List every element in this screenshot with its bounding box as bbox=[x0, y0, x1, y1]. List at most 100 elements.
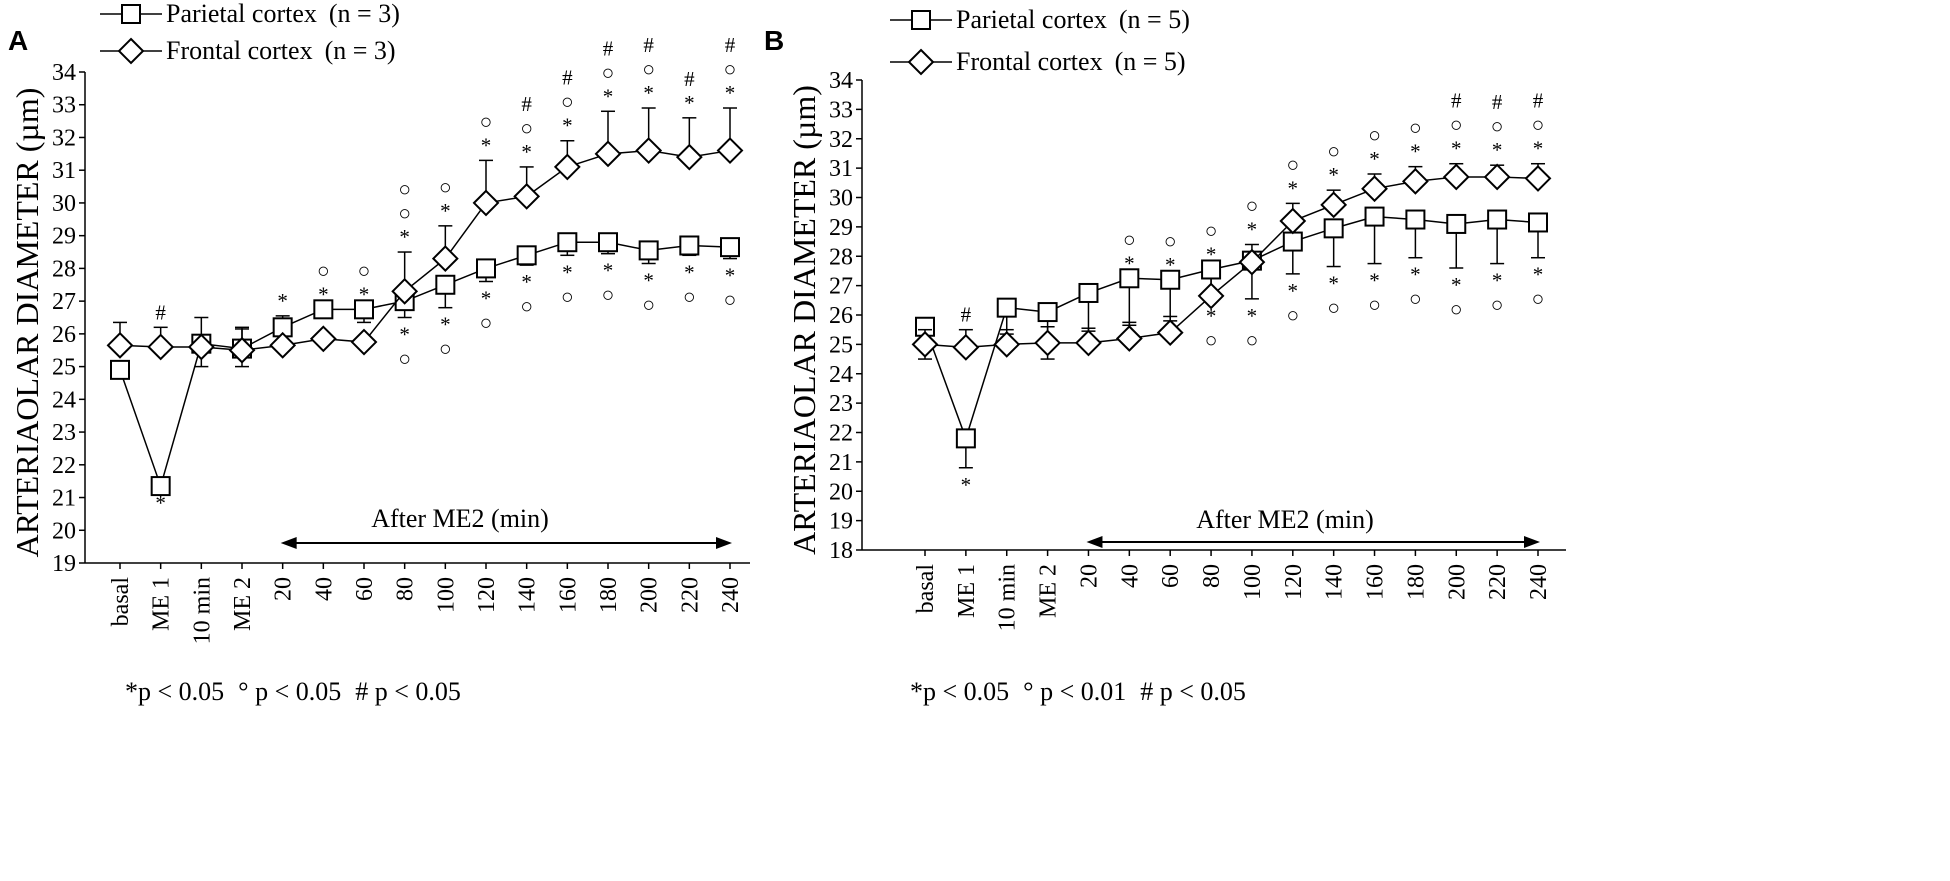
significance-mark: * bbox=[1328, 163, 1339, 187]
significance-mark: * bbox=[1492, 269, 1503, 293]
significance-below: *○ bbox=[561, 260, 574, 308]
significance-mark: ○ bbox=[1164, 229, 1177, 253]
significance-mark: ○ bbox=[724, 57, 737, 81]
data-point-square bbox=[110, 359, 130, 380]
y-tick-label: 20 bbox=[52, 518, 76, 544]
significance-mark: * bbox=[481, 133, 492, 157]
significance-mark: * bbox=[399, 225, 410, 249]
significance-mark: ○ bbox=[1327, 296, 1340, 320]
significance-above: ○* bbox=[1327, 139, 1340, 187]
x-tick-label: basal bbox=[913, 564, 939, 614]
x-tick-label: 20 bbox=[271, 577, 297, 601]
y-tick-label: 26 bbox=[829, 303, 853, 329]
data-point-diamond bbox=[1320, 191, 1348, 219]
data-point-diamond bbox=[1442, 163, 1470, 191]
significance-mark: * bbox=[1206, 304, 1217, 328]
significance-mark: ○ bbox=[602, 283, 615, 307]
significance-mark: * bbox=[1410, 263, 1421, 287]
y-tick-label: 20 bbox=[829, 479, 853, 505]
significance-mark: * bbox=[277, 289, 288, 313]
data-point-diamond bbox=[350, 328, 378, 356]
significance-mark: ○ bbox=[1327, 139, 1340, 163]
significance-mark: * bbox=[359, 282, 370, 306]
significance-mark: ○ bbox=[561, 90, 574, 114]
data-point-square bbox=[1364, 206, 1385, 227]
significance-mark: # bbox=[155, 300, 166, 324]
significance-above: ○* bbox=[1368, 123, 1381, 171]
significance-above: ○* bbox=[1246, 194, 1259, 242]
significance-mark: * bbox=[1124, 251, 1135, 275]
significance-mark: ○ bbox=[724, 288, 737, 312]
significance-mark: ○ bbox=[1532, 287, 1545, 311]
y-tick-label: 32 bbox=[52, 125, 76, 151]
significance-mark: * bbox=[725, 81, 736, 105]
significance-mark: # bbox=[725, 33, 736, 57]
y-tick-label: 18 bbox=[829, 538, 853, 564]
significance-mark: * bbox=[440, 313, 451, 337]
significance-above: #○* bbox=[520, 92, 533, 164]
x-tick-label: ME 2 bbox=[230, 577, 256, 631]
data-point-square bbox=[1528, 212, 1548, 233]
panel-a: A ARTERIAOLAR DIAMETER (µm) 19 20 21 22 23 24 25… bbox=[8, 0, 750, 706]
x-tick-label: 100 bbox=[433, 577, 459, 613]
data-point-square bbox=[435, 274, 456, 295]
after-me2-label: After ME2 (min) bbox=[1196, 505, 1374, 534]
data-point-diamond bbox=[594, 140, 622, 168]
arrow-head-left bbox=[1086, 536, 1103, 548]
significance-footnote: *p < 0.05 ° p < 0.01 # p < 0.05 bbox=[910, 677, 1246, 706]
y-tick-label: 34 bbox=[52, 60, 76, 86]
y-tick-label: 25 bbox=[829, 332, 853, 358]
data-point-square bbox=[354, 299, 374, 320]
significance-below: *○ bbox=[642, 268, 655, 316]
y-tick-label: 26 bbox=[52, 322, 76, 348]
data-point-diamond bbox=[1115, 325, 1143, 352]
panel-letter: B bbox=[764, 25, 784, 56]
x-tick-label: basal bbox=[108, 577, 134, 627]
significance-mark: * bbox=[1369, 147, 1380, 171]
significance-mark: ○ bbox=[642, 292, 655, 316]
significance-mark: ○ bbox=[1246, 194, 1259, 218]
significance-mark: * bbox=[643, 268, 654, 292]
y-tick-label: 33 bbox=[829, 97, 853, 123]
significance-mark: ○ bbox=[1491, 293, 1504, 317]
x-tick-label: ME 2 bbox=[1036, 564, 1062, 618]
significance-above: ○* bbox=[1409, 116, 1422, 164]
data-point-square bbox=[1160, 269, 1181, 290]
y-tick-label: 21 bbox=[52, 486, 76, 512]
significance-below: *○ bbox=[724, 264, 737, 312]
x-tick-label: 240 bbox=[1526, 564, 1552, 600]
significance-below: *○ bbox=[602, 259, 615, 307]
significance-mark: ○ bbox=[1205, 218, 1218, 242]
significance-mark: # bbox=[1451, 89, 1462, 113]
x-tick-label: 20 bbox=[1076, 564, 1102, 588]
significance-mark: * bbox=[521, 140, 532, 164]
significance-mark: # bbox=[1492, 90, 1503, 114]
data-point-diamond bbox=[106, 331, 134, 359]
significance-mark: ○ bbox=[1368, 293, 1381, 317]
significance-below: *○ bbox=[439, 313, 452, 361]
significance-mark: * bbox=[1533, 137, 1544, 161]
arrow-head-right bbox=[1524, 536, 1540, 548]
x-tick-label: 160 bbox=[1363, 564, 1389, 600]
y-tick-label: 34 bbox=[829, 68, 853, 94]
x-tick-label: 140 bbox=[515, 577, 541, 613]
significance-below: *○ bbox=[1327, 272, 1340, 320]
y-tick-label: 23 bbox=[829, 391, 853, 417]
data-point-square bbox=[598, 232, 618, 253]
y-tick-label: 27 bbox=[52, 289, 76, 315]
significance-above: ○* bbox=[1205, 218, 1218, 266]
significance-mark: ○ bbox=[1286, 303, 1299, 327]
x-tick-label: 60 bbox=[352, 577, 378, 601]
after-me2-arrow bbox=[1086, 536, 1540, 548]
data-point-diamond bbox=[635, 137, 663, 164]
data-point-square bbox=[1323, 218, 1344, 239]
legend-entry-diamond: Frontal cortex (n = 5) bbox=[890, 47, 1186, 76]
x-tick-label: 120 bbox=[1281, 564, 1307, 600]
y-axis-label: ARTERIAOLAR DIAMETER (µm) bbox=[786, 85, 822, 555]
significance-mark: * bbox=[1492, 138, 1503, 162]
data-point-diamond bbox=[716, 137, 744, 164]
significance-mark: ○ bbox=[1123, 227, 1136, 251]
data-point-diamond bbox=[1524, 164, 1552, 192]
significance-above: #○* bbox=[724, 33, 737, 105]
